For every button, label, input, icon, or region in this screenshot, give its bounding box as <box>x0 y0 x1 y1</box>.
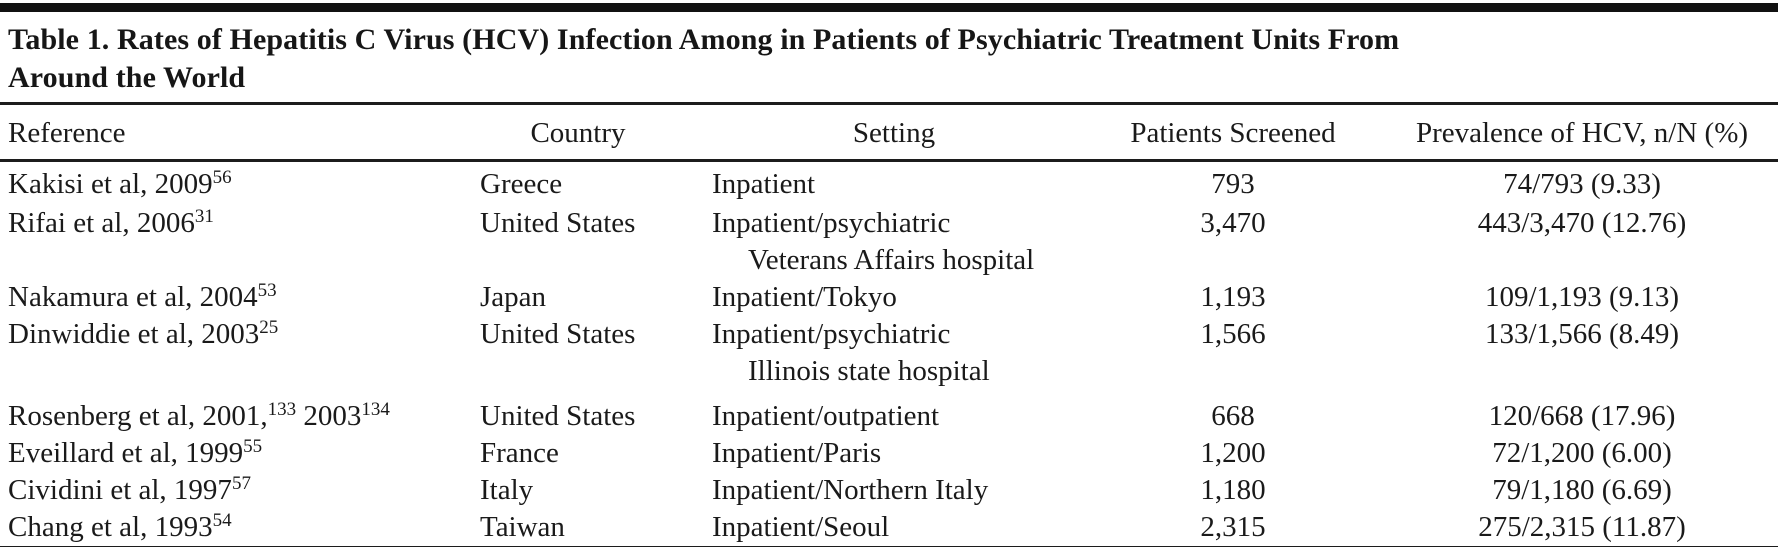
cell-patients-screened: 1,566 <box>1200 318 1266 350</box>
reference-superscript: 25 <box>259 317 279 338</box>
setting-line: Inpatient/Seoul <box>712 511 890 543</box>
reference-superscript: 54 <box>212 510 232 531</box>
table-row: Kakisi et al, 200956 Greece Inpatient 793 74… <box>0 161 1778 206</box>
setting-line: Veterans Affairs hospital <box>748 244 1035 276</box>
cell-reference: Dinwiddie et al, 200325 <box>0 316 462 398</box>
cell-reference: Kakisi et al, 200956 <box>0 161 462 206</box>
reference-superscript: 55 <box>243 436 263 457</box>
cell-country: United States <box>480 207 636 239</box>
cell-setting: Inpatient/Tokyo <box>694 279 1094 316</box>
cell-country: Italy <box>480 474 534 506</box>
cell-prevalence: 275/2,315 (11.87) <box>1356 509 1778 547</box>
cell-prevalence: 133/1,566 (8.49) <box>1484 318 1680 350</box>
cell-setting: Inpatient/outpatient <box>694 398 1094 435</box>
cell-prevalence: 443/3,470 (12.76) <box>1477 207 1687 239</box>
cell-patients-screened: 793 <box>1211 168 1255 200</box>
reference-text: 2003 <box>296 400 362 432</box>
reference-superscript: 133 <box>267 399 297 420</box>
column-header-reference: Reference <box>0 102 462 162</box>
cell-prevalence: 79/1,180 (6.69) <box>1492 474 1672 506</box>
table-title: Table 1. Rates of Hepatitis C Virus (HCV… <box>0 21 1778 97</box>
setting-line: Inpatient/Northern Italy <box>712 474 989 506</box>
reference-superscript: 31 <box>194 206 214 227</box>
cell-prevalence: 74/793 (9.33) <box>1503 168 1661 200</box>
cell-prevalence: 72/1,200 (6.00) <box>1492 437 1672 469</box>
reference-text: Eveillard et al, 1999 <box>8 437 244 469</box>
cell-patients-screened: 3,470 <box>1200 207 1266 239</box>
hcv-prevalence-table: Reference Country Setting Patients Scree… <box>0 102 1778 547</box>
table-title-line1: Table 1. Rates of Hepatitis C Virus (HCV… <box>8 23 1400 56</box>
cell-setting: Inpatient <box>694 161 1094 206</box>
reference-text: Rifai et al, 2006 <box>8 207 195 239</box>
column-header-setting: Setting <box>694 102 1094 162</box>
cell-country: France <box>480 437 559 469</box>
cell-setting: Inpatient/psychiatric Veterans Affairs ho… <box>694 205 1094 279</box>
cell-prevalence: 109/1,193 (9.13) <box>1484 281 1680 313</box>
reference-text: Kakisi et al, 2009 <box>8 168 213 200</box>
cell-reference: Rifai et al, 200631 <box>0 205 462 279</box>
reference-superscript: 57 <box>231 473 251 494</box>
reference-text: Nakamura et al, 2004 <box>8 281 258 313</box>
cell-country: Greece <box>480 168 563 200</box>
cell-reference: Chang et al, 199354 <box>0 509 462 547</box>
reference-superscript: 56 <box>212 167 232 188</box>
table-title-line2: Around the World <box>8 61 246 94</box>
reference-superscript: 134 <box>361 399 390 420</box>
column-header-prevalence: Prevalence of HCV, n/N (%) <box>1356 102 1778 162</box>
cell-setting: Inpatient/Northern Italy <box>694 472 1094 509</box>
cell-patients-screened: 668 <box>1211 400 1255 432</box>
cell-patients-screened: 2,315 <box>1094 509 1356 547</box>
cell-setting: Inpatient/psychiatric Illinois state hosp… <box>694 316 1094 398</box>
column-header-country: Country <box>462 102 694 162</box>
reference-text: Dinwiddie et al, 2003 <box>8 318 260 350</box>
cell-reference: Nakamura et al, 200453 <box>0 279 462 316</box>
cell-prevalence: 120/668 (17.96) <box>1488 400 1676 432</box>
cell-patients-screened: 1,193 <box>1200 281 1266 313</box>
cell-patients-screened: 1,200 <box>1200 437 1266 469</box>
table-row: Dinwiddie et al, 200325 United States Inpa… <box>0 316 1778 398</box>
cell-country: Taiwan <box>462 509 694 547</box>
top-border-bar <box>0 3 1778 12</box>
table-row: Nakamura et al, 200453 Japan Inpatient/Tok… <box>0 279 1778 316</box>
table-row: Chang et al, 199354 Taiwan Inpatient/Seoul… <box>0 509 1778 547</box>
reference-text: Chang et al, 1993 <box>8 511 213 543</box>
table-header-row: Reference Country Setting Patients Scree… <box>0 102 1778 162</box>
table-row: Rosenberg et al, 2001,133 2003134 United … <box>0 398 1778 435</box>
column-header-patients-screened: Patients Screened <box>1094 102 1356 162</box>
setting-line: Illinois state hospital <box>748 355 990 387</box>
table-row: Eveillard et al, 199955 France Inpatient/P… <box>0 435 1778 472</box>
cell-country: United States <box>480 318 636 350</box>
cell-reference: Eveillard et al, 199955 <box>0 435 462 472</box>
cell-setting: Inpatient/Paris <box>694 435 1094 472</box>
reference-text: Cividini et al, 1997 <box>8 474 232 506</box>
cell-setting: Inpatient/Seoul <box>694 509 1094 547</box>
setting-line: Inpatient/psychiatric <box>712 318 951 350</box>
reference-superscript: 53 <box>257 280 277 301</box>
reference-text: Rosenberg et al, 2001, <box>8 400 268 432</box>
cell-patients-screened: 1,180 <box>1200 474 1266 506</box>
table-row: Cividini et al, 199757 Italy Inpatient/Nor… <box>0 472 1778 509</box>
table-body: Kakisi et al, 200956 Greece Inpatient 793 74… <box>0 161 1778 547</box>
table-header: Reference Country Setting Patients Scree… <box>0 102 1778 162</box>
setting-line: Inpatient <box>712 168 816 200</box>
table-row: Rifai et al, 200631 United States Inpatien… <box>0 205 1778 279</box>
cell-country: United States <box>480 400 636 432</box>
setting-line: Inpatient/Tokyo <box>712 281 897 313</box>
setting-line: Inpatient/outpatient <box>712 400 940 432</box>
cell-reference: Rosenberg et al, 2001,133 2003134 <box>0 398 462 435</box>
setting-line: Inpatient/Paris <box>712 437 882 469</box>
setting-line: Inpatient/psychiatric <box>712 207 951 239</box>
cell-country: Japan <box>480 281 547 313</box>
cell-reference: Cividini et al, 199757 <box>0 472 462 509</box>
